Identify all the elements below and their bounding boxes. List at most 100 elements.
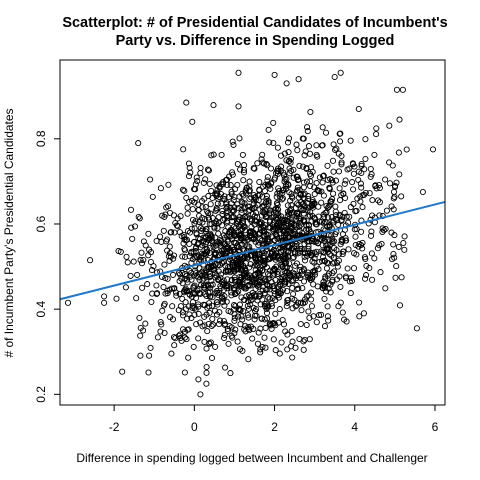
scatter-point bbox=[168, 350, 175, 357]
scatter-point bbox=[265, 126, 272, 133]
scatter-point bbox=[390, 241, 397, 248]
scatter-point bbox=[270, 227, 277, 234]
scatter-point bbox=[248, 194, 255, 201]
scatter-point bbox=[393, 86, 400, 93]
scatter-point bbox=[288, 193, 295, 200]
scatter-point bbox=[124, 259, 131, 266]
scatter-point bbox=[277, 152, 285, 159]
scatter-point bbox=[261, 316, 268, 323]
scatter-point bbox=[343, 237, 350, 244]
scatter-point bbox=[267, 180, 275, 187]
scatter-point bbox=[265, 294, 272, 301]
scatter-point bbox=[181, 253, 189, 261]
scatter-point bbox=[266, 139, 273, 146]
scatter-point bbox=[190, 343, 197, 350]
scatter-point bbox=[256, 229, 264, 237]
scatter-point bbox=[229, 169, 236, 176]
scatter-point bbox=[231, 231, 238, 238]
scatter-point bbox=[335, 168, 343, 175]
scatter-point bbox=[214, 301, 221, 308]
scatter-point bbox=[332, 231, 339, 238]
scatter-point bbox=[207, 293, 214, 300]
scatter-point bbox=[257, 325, 264, 332]
scatter-point bbox=[265, 238, 272, 245]
scatter-point bbox=[287, 272, 294, 279]
scatter-point bbox=[314, 240, 322, 247]
scatter-point bbox=[196, 212, 203, 219]
scatter-point bbox=[157, 318, 164, 326]
scatter-point bbox=[197, 290, 204, 297]
scatter-point bbox=[212, 207, 219, 214]
scatter-point bbox=[318, 218, 325, 225]
scatter-point bbox=[289, 216, 296, 223]
scatter-point bbox=[241, 169, 248, 176]
scatter-point bbox=[278, 213, 285, 220]
scatter-point bbox=[254, 160, 261, 167]
scatter-point bbox=[185, 160, 192, 167]
scatter-point bbox=[221, 331, 228, 338]
scatter-point bbox=[221, 195, 228, 203]
scatter-point bbox=[311, 267, 318, 274]
scatter-point bbox=[200, 237, 207, 245]
scatter-point bbox=[215, 291, 222, 298]
scatter-point bbox=[203, 345, 210, 352]
scatter-point bbox=[234, 338, 241, 345]
scatter-point bbox=[122, 284, 129, 291]
scatter-point bbox=[334, 263, 341, 270]
scatter-point bbox=[101, 299, 108, 306]
scatter-point bbox=[274, 253, 281, 260]
scatter-point bbox=[251, 213, 258, 220]
scatter-point bbox=[199, 277, 206, 284]
scatter-point bbox=[315, 203, 322, 210]
scatter-point bbox=[235, 205, 242, 212]
scatter-point bbox=[391, 254, 398, 261]
scatter-point bbox=[251, 217, 259, 224]
scatter-point bbox=[217, 240, 224, 247]
scatter-point bbox=[177, 213, 184, 220]
scatter-point bbox=[294, 200, 301, 207]
scatter-point bbox=[230, 196, 237, 204]
scatter-point bbox=[257, 349, 264, 356]
scatter-point bbox=[275, 185, 282, 192]
scatter-point bbox=[282, 183, 289, 190]
scatter-point bbox=[293, 213, 300, 220]
scatter-point bbox=[357, 198, 364, 205]
scatter-point bbox=[398, 274, 405, 281]
scatter-point bbox=[374, 245, 381, 252]
scatter-point bbox=[375, 197, 382, 204]
scatter-point bbox=[137, 324, 144, 332]
scatter-point bbox=[268, 303, 275, 310]
scatter-point bbox=[328, 214, 335, 221]
scatter-point bbox=[241, 223, 248, 230]
scatter-point bbox=[350, 186, 357, 193]
scatter-point bbox=[236, 135, 243, 142]
scatter-point bbox=[344, 265, 351, 272]
scatter-point bbox=[226, 173, 233, 180]
scatter-point bbox=[251, 251, 258, 258]
scatter-point bbox=[255, 242, 262, 249]
scatter-point bbox=[258, 156, 265, 163]
scatter-point bbox=[312, 221, 319, 228]
scatter-point bbox=[301, 267, 308, 274]
scatter-point bbox=[336, 185, 343, 192]
scatter-point bbox=[293, 141, 300, 148]
scatter-point bbox=[169, 271, 177, 278]
scatter-point bbox=[300, 194, 307, 202]
scatter-point bbox=[259, 267, 266, 274]
scatter-point bbox=[246, 187, 253, 194]
scatter-point bbox=[145, 230, 152, 237]
scatter-point bbox=[368, 171, 375, 178]
scatter-point bbox=[195, 235, 202, 242]
scatter-point bbox=[204, 328, 211, 335]
scatter-point bbox=[346, 278, 353, 285]
scatter-point bbox=[182, 299, 189, 306]
scatter-point bbox=[287, 272, 294, 279]
scatter-point bbox=[203, 292, 210, 300]
scatter-point bbox=[199, 219, 206, 226]
scatter-point bbox=[284, 346, 291, 353]
scatter-point bbox=[140, 256, 147, 264]
scatter-point bbox=[311, 191, 318, 198]
scatter-point bbox=[263, 212, 270, 219]
scatter-point bbox=[183, 99, 190, 106]
x-axis-label: Difference in spending logged between In… bbox=[76, 451, 427, 465]
